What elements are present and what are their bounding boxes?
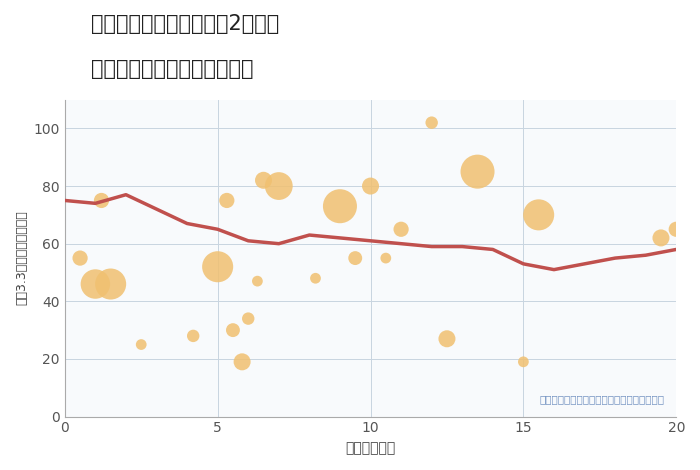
Point <box>380 254 391 262</box>
Point <box>533 211 545 219</box>
Point <box>258 177 269 184</box>
Point <box>96 197 107 204</box>
Point <box>237 358 248 366</box>
Text: 駅距離別中古マンション価格: 駅距離別中古マンション価格 <box>91 59 253 79</box>
Point <box>221 197 232 204</box>
Point <box>212 263 223 271</box>
Point <box>671 226 682 233</box>
Point <box>74 254 85 262</box>
Point <box>252 277 263 285</box>
Point <box>90 280 101 288</box>
Point <box>518 358 529 366</box>
Point <box>188 332 199 340</box>
Point <box>105 280 116 288</box>
Point <box>395 226 407 233</box>
Point <box>310 274 321 282</box>
Point <box>349 254 360 262</box>
X-axis label: 駅距離（分）: 駅距離（分） <box>345 441 396 455</box>
Text: 三重県名張市桔梗が丘南2番町の: 三重県名張市桔梗が丘南2番町の <box>91 14 279 34</box>
Y-axis label: 坪（3.3㎡）単価（万円）: 坪（3.3㎡）単価（万円） <box>15 211 28 306</box>
Point <box>655 234 666 242</box>
Point <box>426 119 438 126</box>
Point <box>472 168 483 175</box>
Text: 円の大きさは、取引のあった物件面積を示す: 円の大きさは、取引のあった物件面積を示す <box>539 394 664 404</box>
Point <box>136 341 147 348</box>
Point <box>273 182 284 190</box>
Point <box>243 315 254 322</box>
Point <box>335 203 346 210</box>
Point <box>365 182 376 190</box>
Point <box>228 326 239 334</box>
Point <box>442 335 453 343</box>
